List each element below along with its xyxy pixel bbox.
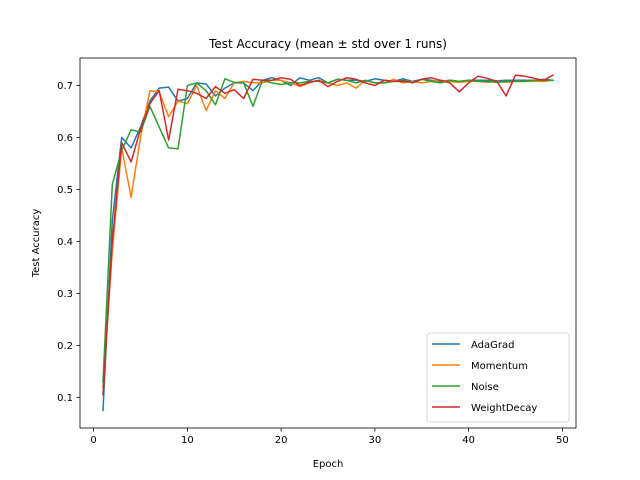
y-tick-label: 0.5 — [57, 185, 73, 196]
y-tick-label: 0.3 — [57, 289, 73, 300]
x-tick-label: 30 — [369, 435, 382, 446]
plot-area — [79, 57, 577, 429]
x-axis-label: Epoch — [313, 459, 344, 470]
y-axis-label: Test Accuracy — [31, 209, 42, 279]
legend-label-adagrad: AdaGrad — [471, 340, 514, 351]
axes-frame — [79, 57, 577, 429]
y-tick-label: 0.6 — [57, 133, 73, 144]
y-axis: 0.1 0.2 0.3 0.4 0.5 0.6 0.7 — [57, 81, 80, 404]
chart-title: Test Accuracy (mean ± std over 1 runs) — [208, 37, 447, 51]
series-line-weightdecay — [102, 74, 555, 396]
series-layer — [102, 74, 555, 412]
y-tick-label: 0.4 — [57, 237, 73, 248]
y-tick-label: 0.2 — [57, 341, 73, 352]
y-tick-label: 0.1 — [57, 393, 73, 404]
x-tick-label: 0 — [90, 435, 96, 446]
legend-label-weightdecay: WeightDecay — [471, 403, 537, 414]
legend-box — [426, 332, 570, 423]
x-axis: 0 10 20 30 40 50 — [90, 428, 569, 446]
legend: AdaGrad Momentum Noise WeightDecay — [426, 332, 570, 423]
y-tick-label: 0.7 — [57, 81, 73, 92]
x-tick-label: 40 — [462, 435, 475, 446]
series-line-noise — [102, 78, 554, 383]
legend-label-noise: Noise — [471, 382, 499, 393]
legend-label-momentum: Momentum — [471, 361, 528, 372]
x-tick-label: 20 — [275, 435, 288, 446]
x-tick-label: 50 — [556, 435, 569, 446]
x-tick-label: 10 — [181, 435, 194, 446]
